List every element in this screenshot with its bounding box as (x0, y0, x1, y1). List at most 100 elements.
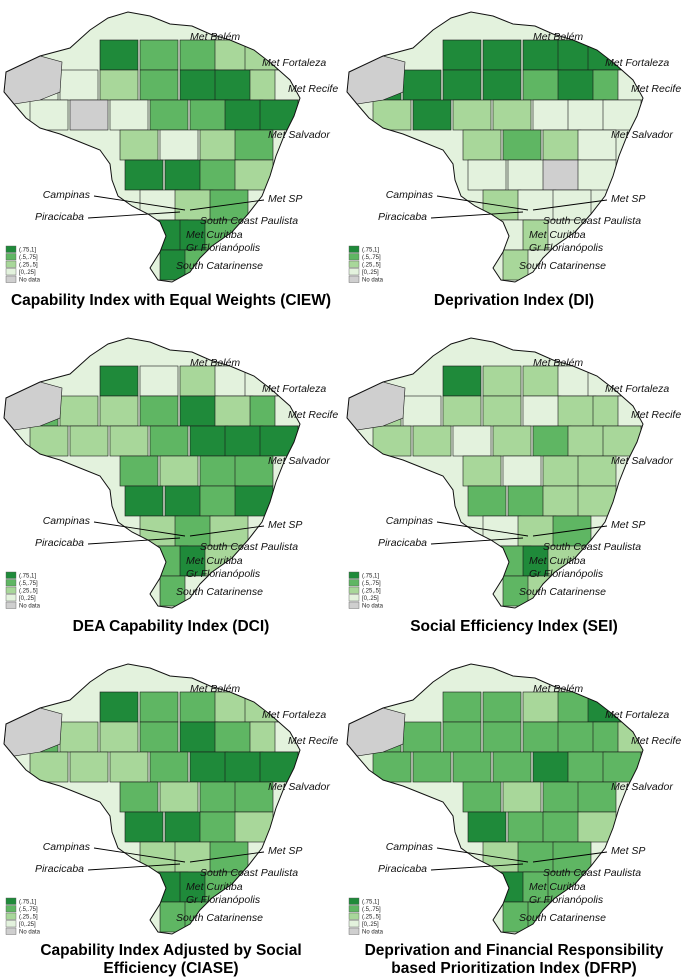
region-cell (577, 781, 617, 813)
legend-label: No data (362, 930, 384, 936)
legend-label: No data (362, 278, 384, 284)
brazil-choropleth-map: Met Belém Met Fortaleza Met Recife Met Salv… (346, 663, 681, 936)
legend-swatch (348, 579, 360, 587)
leader-line (189, 851, 265, 863)
brazil-choropleth-map: Met Belém Met Fortaleza Met Recife Met Salv… (346, 11, 681, 284)
location-label: Piracicaba (378, 863, 427, 875)
region-cell (199, 781, 239, 813)
leader-line (93, 195, 186, 211)
legend-label: (.75,1] (362, 900, 379, 906)
location-label: Gr Florianópolis (186, 568, 261, 580)
region-cell (542, 455, 582, 487)
region-cell (467, 485, 507, 517)
region-cell (199, 455, 239, 487)
region-cell (412, 751, 452, 783)
location-label: Met Fortaleza (605, 383, 669, 395)
legend-swatch (348, 905, 360, 913)
region-cell (234, 485, 274, 517)
region-cell (139, 365, 179, 397)
region-cell (442, 69, 482, 101)
location-label: Piracicaba (378, 537, 427, 549)
legend-swatch (348, 897, 360, 905)
location-label: Piracicaba (378, 211, 427, 223)
location-label: Met Recife (631, 83, 681, 95)
legend-label: (.75,1] (362, 574, 379, 580)
region-cell (59, 69, 99, 101)
legend-swatch (5, 260, 17, 268)
legend-label: No data (19, 930, 41, 936)
brazil-choropleth-map: Met Belém Met Fortaleza Met Recife Met Salv… (3, 11, 338, 284)
location-label: Met Belém (533, 357, 583, 369)
legend-label: (.5,.75] (19, 581, 38, 587)
region-cell (442, 691, 482, 723)
location-label: Gr Florianópolis (186, 894, 261, 906)
region-cell (412, 99, 452, 131)
brazil-choropleth-map: Met Belém Met Fortaleza Met Recife Met Salv… (3, 663, 338, 936)
legend-label: [0,.25] (362, 596, 379, 602)
map-panel: Met Belém Met Fortaleza Met Recife Met Salv… (0, 652, 342, 978)
region-cell (602, 751, 642, 783)
location-label: Met Salvador (268, 781, 330, 793)
region-cell (224, 425, 264, 457)
location-label: Met Salvador (611, 781, 673, 793)
legend-label: (.5,.75] (362, 255, 381, 261)
region-cell (467, 159, 507, 191)
legend-swatch (348, 920, 360, 928)
region-cell (234, 159, 274, 191)
leader-line (189, 199, 265, 211)
region-cell (567, 751, 607, 783)
leader-line (532, 525, 608, 537)
region-cell (149, 751, 189, 783)
region-cell (532, 425, 572, 457)
region-cell (59, 721, 99, 753)
region-cell (139, 69, 179, 101)
region-cell (522, 691, 562, 723)
leader-line (87, 863, 181, 871)
region-cell (164, 159, 204, 191)
region-cell (224, 751, 264, 783)
region-cell (164, 811, 204, 843)
location-label: Campinas (386, 515, 434, 527)
region-cell (482, 189, 522, 221)
leader-line (430, 863, 524, 871)
leader-line (436, 847, 529, 863)
legend-swatch (5, 275, 17, 283)
region-cell (442, 39, 482, 71)
region-cell (577, 485, 617, 517)
legend-label: (.25,.5] (19, 915, 38, 921)
location-label: South Coast Paulista (543, 867, 641, 879)
map-panel: Met Belém Met Fortaleza Met Recife Met Salv… (0, 0, 342, 326)
legend-label: (.25,.5] (362, 589, 381, 595)
legend-label: [0,.25] (19, 922, 36, 928)
region-cell (119, 455, 159, 487)
location-label: Met Curitiba (529, 881, 586, 893)
location-label: South Catarinense (176, 586, 263, 598)
panel-title-line: Capability Index Adjusted by Social (40, 942, 302, 959)
region-cell (109, 99, 149, 131)
region-cell (442, 395, 482, 427)
region-cell (139, 841, 179, 873)
region-cell (507, 159, 547, 191)
legend-label: [0,.25] (362, 922, 379, 928)
location-label: Met Curitiba (186, 555, 243, 567)
region-cell (149, 425, 189, 457)
region-cell (199, 811, 239, 843)
legend-swatch (348, 260, 360, 268)
region-cell (139, 189, 179, 221)
region-cell (482, 39, 522, 71)
region-cell (139, 39, 179, 71)
region-cell (577, 159, 617, 191)
location-label: South Catarinense (176, 912, 263, 924)
legend-label: (.5,.75] (362, 581, 381, 587)
region-cell (174, 189, 214, 221)
region-cell (179, 395, 219, 427)
region-cell (532, 99, 572, 131)
location-label: Met Recife (288, 83, 338, 95)
country-outline (346, 663, 644, 935)
location-label: Met SP (611, 519, 645, 531)
brazil-choropleth-map: Met Belém Met Fortaleza Met Recife Met Salv… (346, 337, 681, 610)
region-cell (189, 425, 229, 457)
brazil-choropleth-map: Met Belém Met Fortaleza Met Recife Met Salv… (3, 337, 338, 610)
leader-line (532, 199, 608, 211)
location-label: Campinas (43, 841, 91, 853)
